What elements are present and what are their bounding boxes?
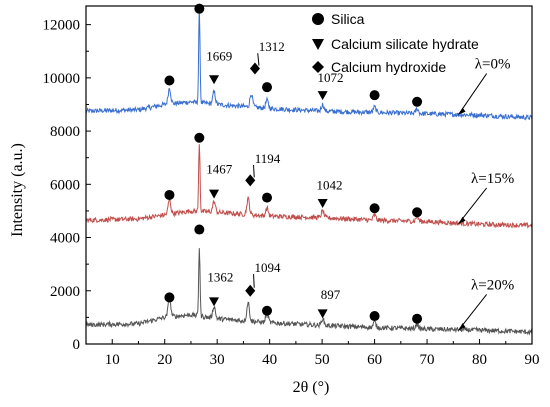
legend-silica-marker [312, 13, 324, 25]
csh-peak-marker [317, 309, 328, 319]
legend: Silica Calcium silicate hydrate Calcium … [312, 11, 479, 75]
silica-peak-marker [412, 313, 423, 324]
arrowhead [458, 216, 466, 224]
csh-peak-marker [317, 198, 328, 208]
peak-annotation: 1669 [206, 49, 232, 64]
x-axis-title: 2θ (°) [293, 379, 330, 396]
series-label: λ=20% [471, 277, 514, 293]
peak-annotation: 1194 [255, 151, 281, 166]
x-tick-label: 10 [105, 352, 120, 368]
legend-csh-label: Calcium silicate hydrate [331, 36, 479, 52]
y-tick-label: 0 [73, 337, 81, 353]
series-2 [85, 144, 533, 229]
ch-peak-marker [249, 62, 260, 75]
csh-peak-marker [317, 91, 328, 101]
silica-peak-marker [369, 311, 380, 322]
peak-annotation: 1467 [206, 162, 233, 177]
annotation-leader [253, 274, 255, 288]
legend-silica-label: Silica [331, 11, 365, 27]
axes-layer: 10 20 30 40 50 60 70 80 90 0 2000 4000 6000 8000 10000… [43, 5, 540, 368]
x-tick-label: 40 [262, 352, 277, 368]
silica-peak-marker [262, 82, 273, 93]
x-tick-label: 20 [157, 352, 172, 368]
y-tick-label: 8000 [50, 124, 80, 140]
silica-peak-marker [262, 192, 273, 203]
silica-peak-marker [412, 207, 423, 218]
silica-peak-marker [194, 3, 205, 14]
silica-peak-marker [369, 203, 380, 214]
plot-frame [85, 5, 533, 345]
y-tick-label: 2000 [50, 284, 80, 300]
silica-peak-marker [164, 189, 175, 200]
series-line [85, 7, 533, 121]
peak-annotation: 1072 [318, 70, 344, 85]
silica-peak-marker [194, 132, 205, 143]
series-3 [85, 248, 533, 336]
x-tick-label: 30 [210, 352, 225, 368]
y-tick-label: 6000 [50, 177, 80, 193]
silica-peak-marker [164, 75, 175, 86]
csh-peak-marker [209, 75, 220, 85]
peak-annotation: 1312 [259, 39, 285, 54]
arrowhead [458, 107, 466, 115]
silica-peak-marker [262, 305, 273, 316]
annotation-leader [257, 53, 260, 66]
x-tick-label: 50 [315, 352, 330, 368]
y-tick-label: 10000 [43, 71, 81, 87]
arrowhead [458, 323, 466, 331]
series-line [85, 144, 533, 229]
marker-layer [164, 3, 423, 324]
silica-peak-marker [194, 224, 205, 235]
peak-annotation: 1094 [255, 260, 282, 275]
series-label: λ=0% [475, 57, 511, 73]
y-axis-title: Intensity (a.u.) [9, 143, 26, 237]
y-tick-label: 12000 [43, 18, 81, 34]
series-layer [85, 7, 533, 336]
legend-csh-marker [312, 39, 324, 50]
x-tick-label: 70 [420, 352, 435, 368]
silica-peak-marker [164, 292, 175, 303]
peak-annotation: 897 [321, 287, 341, 302]
peak-annotation: 1042 [316, 178, 342, 193]
series-label: λ=15% [471, 171, 514, 187]
peak-annotation: 1362 [207, 269, 233, 284]
csh-peak-marker [209, 189, 220, 199]
x-tick-label: 60 [367, 352, 382, 368]
legend-ch-marker [312, 61, 324, 73]
annotation-leader [253, 164, 255, 178]
series-label-leader [458, 73, 488, 115]
silica-peak-marker [412, 96, 423, 107]
legend-ch-label: Calcium hydroxide [331, 59, 446, 75]
y-tick-label: 4000 [50, 231, 80, 247]
ch-peak-marker [245, 284, 256, 297]
x-tick-label: 80 [472, 352, 487, 368]
label-layer: 1669 1312 1072 1467 1194 1042 1362 1094 897 λ=0% λ… [206, 39, 514, 331]
series-line [85, 248, 533, 336]
csh-peak-marker [209, 297, 220, 307]
silica-peak-marker [369, 90, 380, 101]
series-1 [85, 7, 533, 121]
x-tick-label: 90 [525, 352, 540, 368]
ch-peak-marker [245, 174, 256, 187]
